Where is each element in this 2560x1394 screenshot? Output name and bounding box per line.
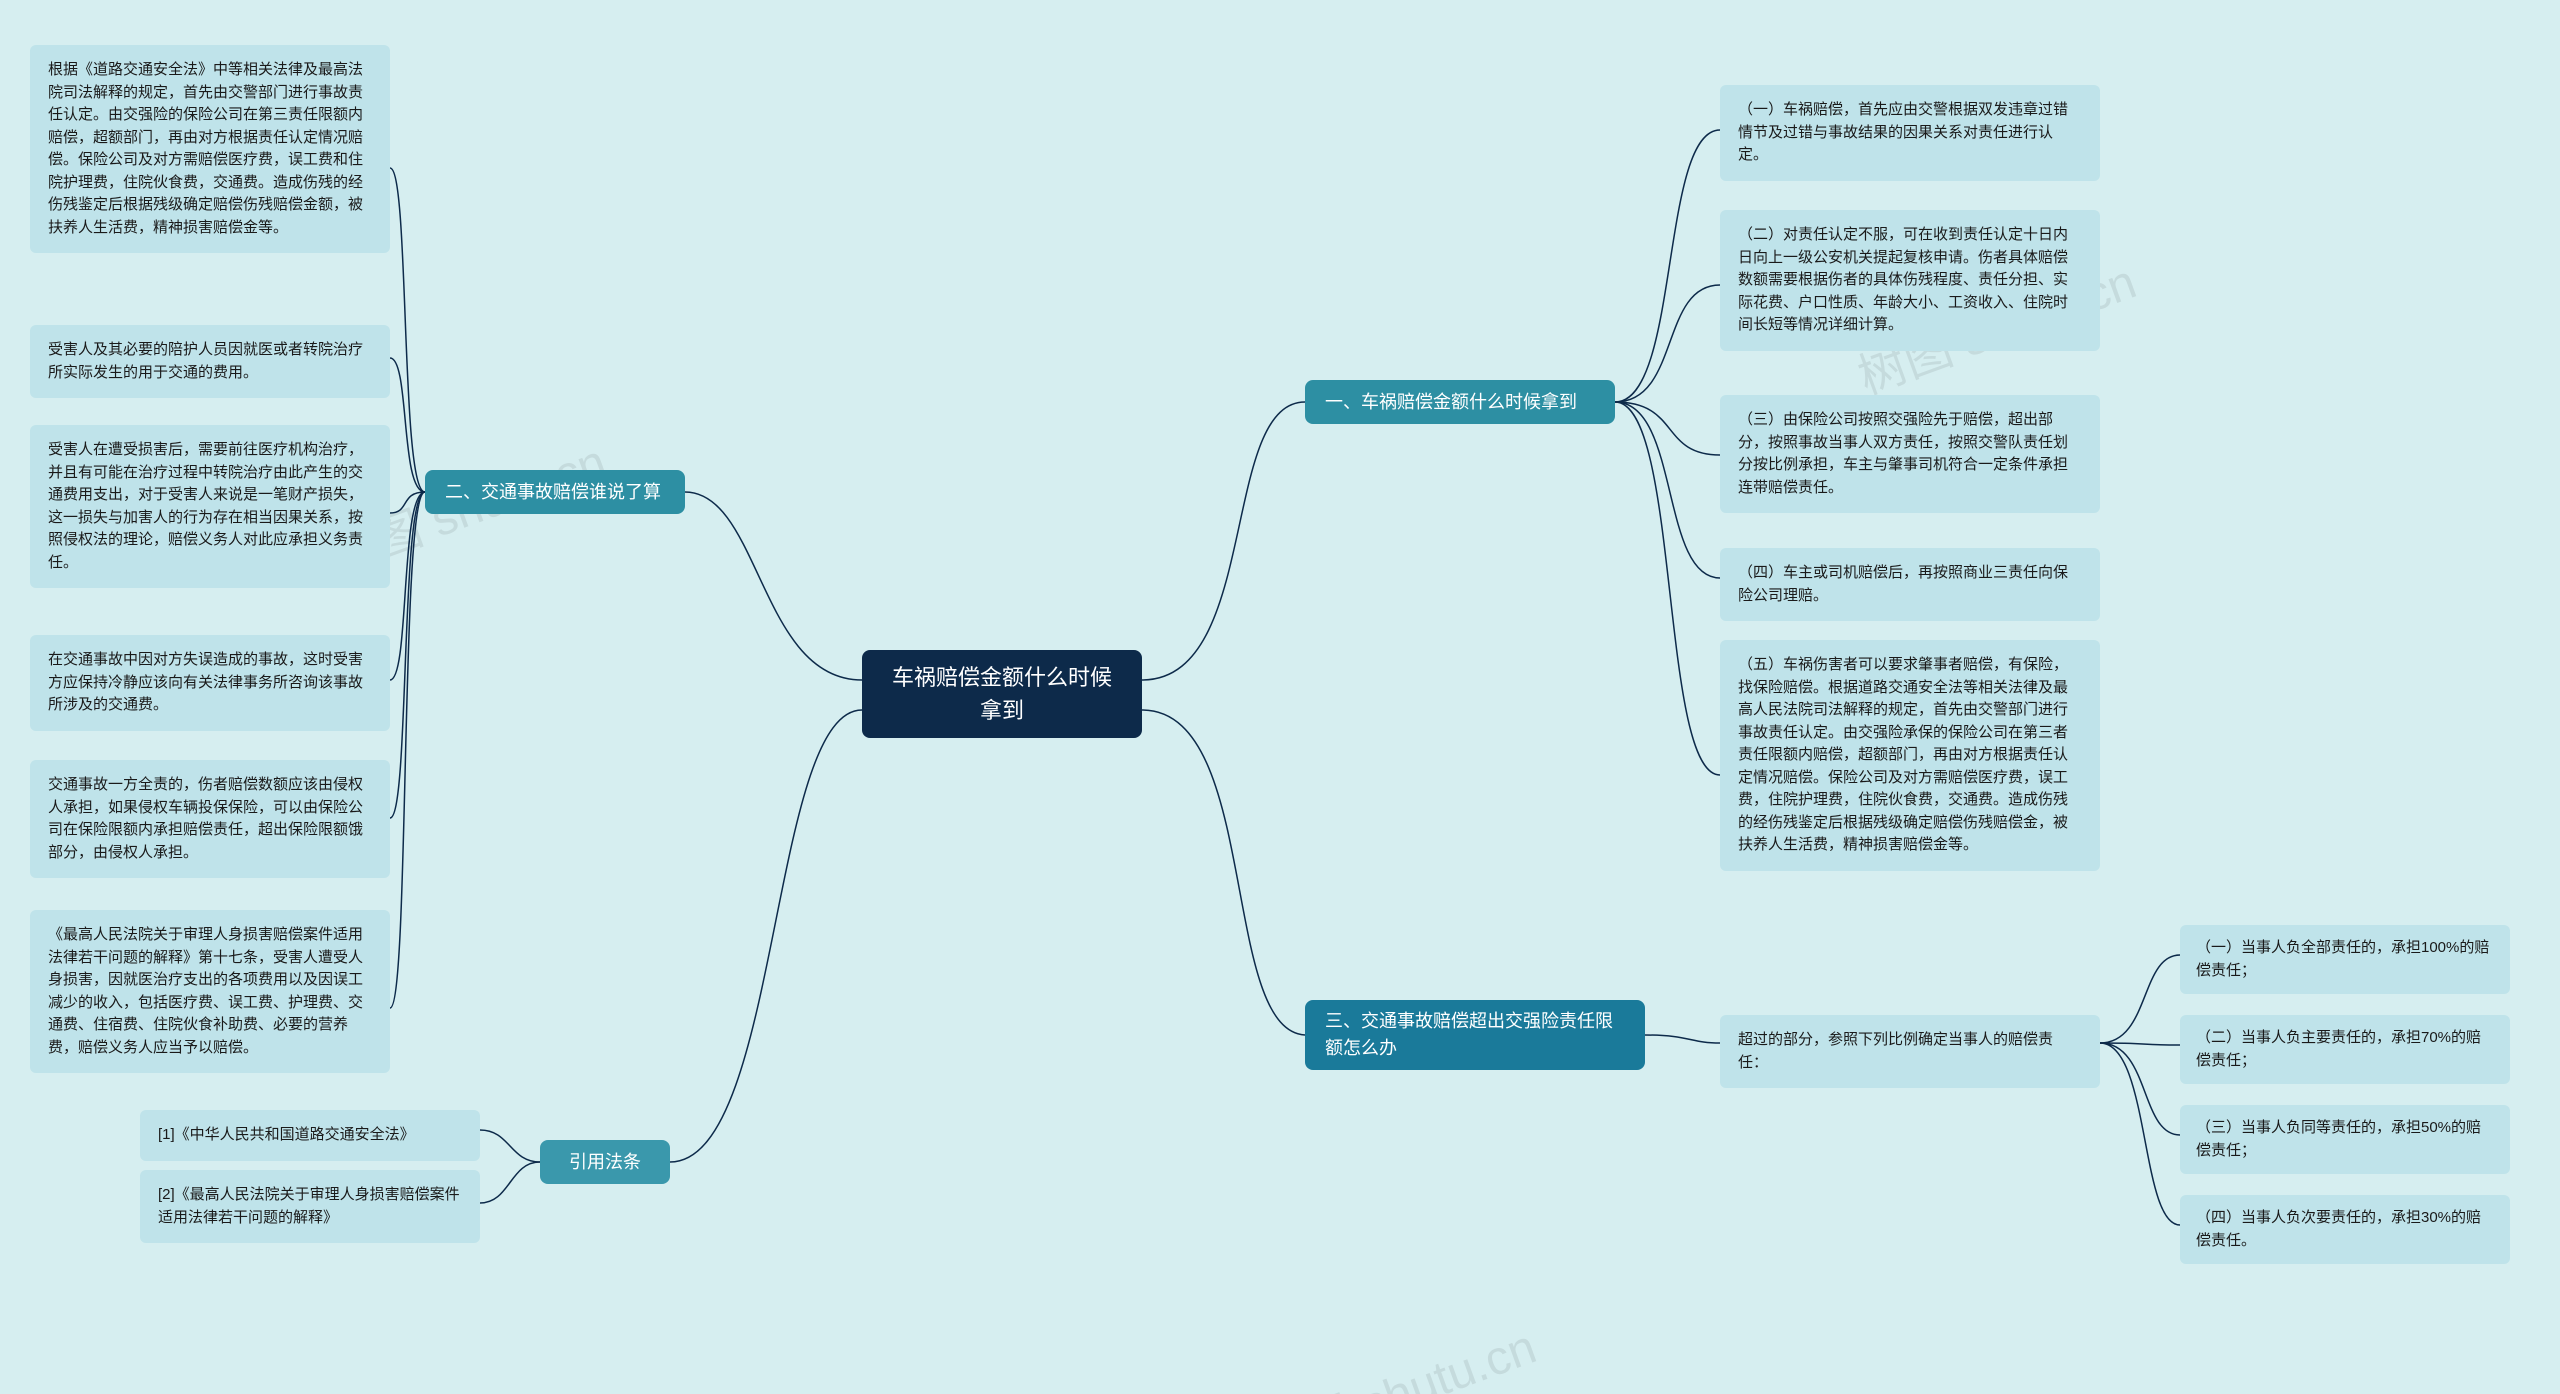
gchild-node-b3g2[interactable]: （二）当事人负主要责任的，承担70%的赔偿责任；: [2180, 1015, 2510, 1084]
gchild-node-b3g1[interactable]: （一）当事人负全部责任的，承担100%的赔偿责任；: [2180, 925, 2510, 994]
b1c2-text: （二）对责任认定不服，可在收到责任认定十日内日向上一级公安机关提起复核申请。伤者…: [1738, 226, 2068, 333]
b3g1-text: （一）当事人负全部责任的，承担100%的赔偿责任；: [2196, 939, 2489, 979]
gchild-node-b3g3[interactable]: （三）当事人负同等责任的，承担50%的赔偿责任；: [2180, 1105, 2510, 1174]
branch-node-3[interactable]: 三、交通事故赔偿超出交强险责任限额怎么办: [1305, 1000, 1645, 1070]
branch2-label: 二、交通事故赔偿谁说了算: [445, 479, 661, 506]
child-node-b1c2[interactable]: （二）对责任认定不服，可在收到责任认定十日内日向上一级公安机关提起复核申请。伤者…: [1720, 210, 2100, 351]
child-node-b1c5[interactable]: （五）车祸伤害者可以要求肇事者赔偿，有保险，找保险赔偿。根据道路交通安全法等相关…: [1720, 640, 2100, 871]
branch-node-4[interactable]: 引用法条: [540, 1140, 670, 1184]
child-node-b2c2[interactable]: 受害人及其必要的陪护人员因就医或者转院治疗所实际发生的用于交通的费用。: [30, 325, 390, 398]
b2c3-text: 受害人在遭受损害后，需要前往医疗机构治疗，并且有可能在治疗过程中转院治疗由此产生…: [48, 441, 363, 571]
watermark: 树图 shutu.cn: [1247, 1307, 1544, 1394]
child-node-b1c1[interactable]: （一）车祸赔偿，首先应由交警根据双发违章过错情节及过错与事故结果的因果关系对责任…: [1720, 85, 2100, 181]
b2c6-text: 《最高人民法院关于审理人身损害赔偿案件适用法律若干问题的解释》第十七条，受害人遭…: [48, 926, 363, 1056]
child-node-b1c3[interactable]: （三）由保险公司按照交强险先于赔偿，超出部分，按照事故当事人双方责任，按照交警队…: [1720, 395, 2100, 513]
center-node[interactable]: 车祸赔偿金额什么时候拿到: [862, 650, 1142, 738]
branch-node-2[interactable]: 二、交通事故赔偿谁说了算: [425, 470, 685, 514]
child-node-b2c1[interactable]: 根据《道路交通安全法》中等相关法律及最高法院司法解释的规定，首先由交警部门进行事…: [30, 45, 390, 253]
b4c2-text: [2]《最高人民法院关于审理人身损害赔偿案件适用法律若干问题的解释》: [158, 1186, 460, 1226]
b3c1-text: 超过的部分，参照下列比例确定当事人的赔偿责任：: [1738, 1031, 2053, 1071]
child-node-b4c1[interactable]: [1]《中华人民共和国道路交通安全法》: [140, 1110, 480, 1161]
b3g4-text: （四）当事人负次要责任的，承担30%的赔偿责任。: [2196, 1209, 2481, 1249]
branch3-label: 三、交通事故赔偿超出交强险责任限额怎么办: [1325, 1008, 1625, 1062]
b4c1-text: [1]《中华人民共和国道路交通安全法》: [158, 1126, 415, 1143]
b2c5-text: 交通事故一方全责的，伤者赔偿数额应该由侵权人承担，如果侵权车辆投保保险，可以由保…: [48, 776, 363, 861]
b3g2-text: （二）当事人负主要责任的，承担70%的赔偿责任；: [2196, 1029, 2481, 1069]
b1c4-text: （四）车主或司机赔偿后，再按照商业三责任向保险公司理赔。: [1738, 564, 2068, 604]
branch-node-1[interactable]: 一、车祸赔偿金额什么时候拿到: [1305, 380, 1615, 424]
gchild-node-b3g4[interactable]: （四）当事人负次要责任的，承担30%的赔偿责任。: [2180, 1195, 2510, 1264]
child-node-b2c5[interactable]: 交通事故一方全责的，伤者赔偿数额应该由侵权人承担，如果侵权车辆投保保险，可以由保…: [30, 760, 390, 878]
center-label: 车祸赔偿金额什么时候拿到: [882, 661, 1122, 727]
b1c3-text: （三）由保险公司按照交强险先于赔偿，超出部分，按照事故当事人双方责任，按照交警队…: [1738, 411, 2068, 496]
branch4-label: 引用法条: [569, 1149, 641, 1176]
b1c5-text: （五）车祸伤害者可以要求肇事者赔偿，有保险，找保险赔偿。根据道路交通安全法等相关…: [1738, 656, 2068, 853]
b2c2-text: 受害人及其必要的陪护人员因就医或者转院治疗所实际发生的用于交通的费用。: [48, 341, 363, 381]
child-node-b3c1[interactable]: 超过的部分，参照下列比例确定当事人的赔偿责任：: [1720, 1015, 2100, 1088]
b2c4-text: 在交通事故中因对方失误造成的事故，这时受害方应保持冷静应该向有关法律事务所咨询该…: [48, 651, 363, 713]
child-node-b4c2[interactable]: [2]《最高人民法院关于审理人身损害赔偿案件适用法律若干问题的解释》: [140, 1170, 480, 1243]
b2c1-text: 根据《道路交通安全法》中等相关法律及最高法院司法解释的规定，首先由交警部门进行事…: [48, 61, 363, 236]
child-node-b2c3[interactable]: 受害人在遭受损害后，需要前往医疗机构治疗，并且有可能在治疗过程中转院治疗由此产生…: [30, 425, 390, 588]
b1c1-text: （一）车祸赔偿，首先应由交警根据双发违章过错情节及过错与事故结果的因果关系对责任…: [1738, 101, 2068, 163]
child-node-b1c4[interactable]: （四）车主或司机赔偿后，再按照商业三责任向保险公司理赔。: [1720, 548, 2100, 621]
b3g3-text: （三）当事人负同等责任的，承担50%的赔偿责任；: [2196, 1119, 2481, 1159]
child-node-b2c4[interactable]: 在交通事故中因对方失误造成的事故，这时受害方应保持冷静应该向有关法律事务所咨询该…: [30, 635, 390, 731]
branch1-label: 一、车祸赔偿金额什么时候拿到: [1325, 389, 1577, 416]
child-node-b2c6[interactable]: 《最高人民法院关于审理人身损害赔偿案件适用法律若干问题的解释》第十七条，受害人遭…: [30, 910, 390, 1073]
